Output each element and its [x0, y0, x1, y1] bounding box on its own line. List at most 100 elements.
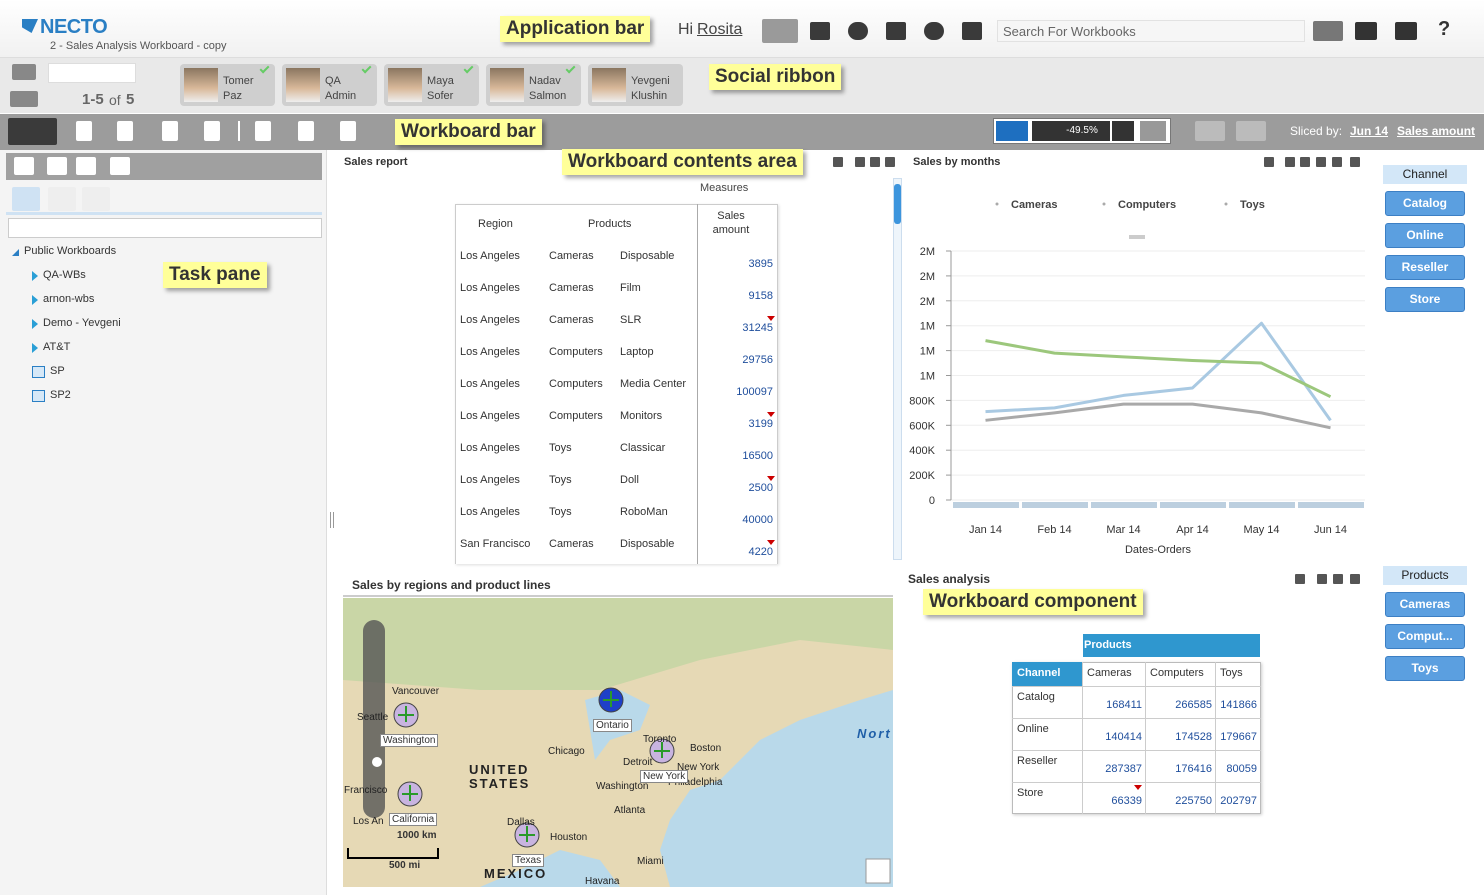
component-tool[interactable] [1295, 574, 1305, 584]
social-icon[interactable] [762, 19, 798, 43]
marker-label[interactable]: Texas [512, 854, 545, 867]
component-tool[interactable] [1285, 157, 1295, 167]
marker-label[interactable]: New York [640, 770, 689, 783]
grid-button[interactable] [996, 121, 1028, 141]
component-tool[interactable] [1350, 574, 1360, 584]
pane-subtab[interactable] [12, 187, 40, 211]
filter-button[interactable] [1140, 121, 1166, 141]
user-card[interactable]: Maya Sofer [384, 63, 479, 106]
callout: Task pane [163, 262, 267, 288]
toolbar-icon[interactable] [117, 121, 133, 141]
component-tool[interactable] [885, 157, 895, 167]
toolbar-icon[interactable] [848, 22, 868, 40]
pager-of: of [109, 92, 121, 108]
user-card[interactable]: Nadav Salmon [486, 63, 581, 106]
component-tool[interactable] [1317, 574, 1327, 584]
pivot-value: 140414 [1105, 731, 1142, 743]
component-tool[interactable] [855, 157, 865, 167]
user-search[interactable] [48, 63, 136, 83]
toolbar-icon[interactable] [340, 121, 356, 141]
toolbar-icon[interactable] [255, 121, 271, 141]
map-place: Houston [550, 832, 588, 843]
help[interactable]: ? [1438, 18, 1451, 40]
scroll-thumb[interactable] [894, 184, 901, 224]
map-title: Sales by regions and product lines [352, 578, 551, 592]
toolbar-icon[interactable] [810, 22, 830, 40]
toolbar-icon[interactable] [924, 22, 944, 40]
pane-tab[interactable] [110, 157, 130, 175]
component-tool[interactable] [1332, 157, 1342, 167]
groups-icon[interactable] [10, 91, 38, 107]
users-icon[interactable] [12, 64, 36, 80]
settings-button[interactable] [8, 118, 57, 145]
user-card[interactable]: Yevgeni Klushin [588, 64, 683, 106]
slice[interactable]: Sales amount [1397, 124, 1476, 138]
component-tool[interactable] [1264, 157, 1274, 167]
map-place: UNITED [469, 762, 530, 777]
toolbar-icon[interactable] [162, 121, 178, 141]
toolbar-icon[interactable] [298, 121, 314, 141]
map-place: Miami [637, 856, 664, 867]
tree-expander [32, 271, 38, 281]
tools-icon[interactable] [1355, 22, 1377, 40]
map-place: Dallas [507, 817, 535, 828]
folder-item[interactable]: arnon-wbs [43, 293, 95, 305]
marker-label[interactable]: California [389, 813, 438, 826]
undo-button[interactable] [1195, 121, 1225, 141]
slicer-item[interactable]: Store [1385, 287, 1465, 312]
slicer-item[interactable]: Cameras [1385, 592, 1465, 617]
home-icon[interactable] [1395, 22, 1417, 40]
row-header[interactable]: Channel [1012, 662, 1082, 686]
user-link[interactable]: Rosita [697, 21, 743, 38]
slicer-item[interactable]: Catalog [1385, 191, 1465, 216]
component-tool[interactable] [1333, 574, 1343, 584]
workboard-item[interactable]: SP2 [50, 389, 71, 401]
component-tool[interactable] [1300, 157, 1310, 167]
workboard-item[interactable]: SP [50, 365, 65, 377]
map-place: Havana [585, 876, 620, 887]
slice[interactable]: Jun 14 [1350, 124, 1389, 138]
marker-label[interactable]: Ontario [593, 719, 632, 732]
pivot-row: Store [1017, 787, 1044, 799]
component-tool[interactable] [1350, 157, 1360, 167]
toolbar-icon[interactable] [962, 22, 982, 40]
search-box[interactable]: Search For Workbooks [997, 20, 1305, 42]
tree-root[interactable]: Public Workboards [24, 245, 117, 257]
region-cell: Los Angeles [460, 378, 520, 390]
map-place: Atlanta [614, 805, 646, 816]
pane-tab[interactable] [14, 157, 34, 175]
toolbar-icon[interactable] [204, 121, 220, 141]
column-divider [697, 204, 698, 564]
value-cell: 2500 [748, 482, 773, 494]
product-cell: Disposable [620, 250, 675, 262]
map-place: Philadelphia [668, 777, 723, 788]
pane-tab[interactable] [76, 157, 96, 175]
splitter [330, 512, 334, 528]
view-icon[interactable] [1313, 21, 1343, 41]
component-tool[interactable] [870, 157, 880, 167]
slicer-item[interactable]: Comput... [1385, 624, 1465, 649]
slicer-item[interactable]: Toys [1385, 656, 1465, 681]
pane-tab[interactable] [47, 157, 67, 175]
redo-button[interactable] [1236, 121, 1266, 141]
component-tool[interactable] [833, 157, 843, 167]
pivot-row: Reseller [1017, 755, 1058, 767]
component-tool[interactable] [1316, 157, 1326, 167]
folder-item[interactable]: AT&T [43, 341, 71, 353]
column-header[interactable]: Products [1083, 634, 1260, 657]
slicer-item[interactable]: Online [1385, 223, 1465, 248]
folder-item[interactable]: Demo - Yevgeni [43, 317, 121, 329]
task-search[interactable] [8, 218, 322, 238]
slicer-item[interactable]: Reseller [1385, 255, 1465, 280]
pane-subtab[interactable] [48, 187, 76, 211]
prev-button[interactable] [1032, 121, 1054, 141]
first-button[interactable] [1112, 121, 1134, 141]
greeting: Hi [678, 21, 694, 38]
toolbar-icon[interactable] [886, 22, 906, 40]
pane-subtab[interactable] [82, 187, 110, 211]
user-card[interactable]: Tomer Paz [180, 63, 275, 106]
marker-label[interactable]: Washington [380, 734, 439, 747]
toolbar-icon[interactable] [76, 121, 92, 141]
folder-item[interactable]: QA-WBs [43, 269, 86, 281]
user-card[interactable]: QA Admin [282, 63, 377, 106]
